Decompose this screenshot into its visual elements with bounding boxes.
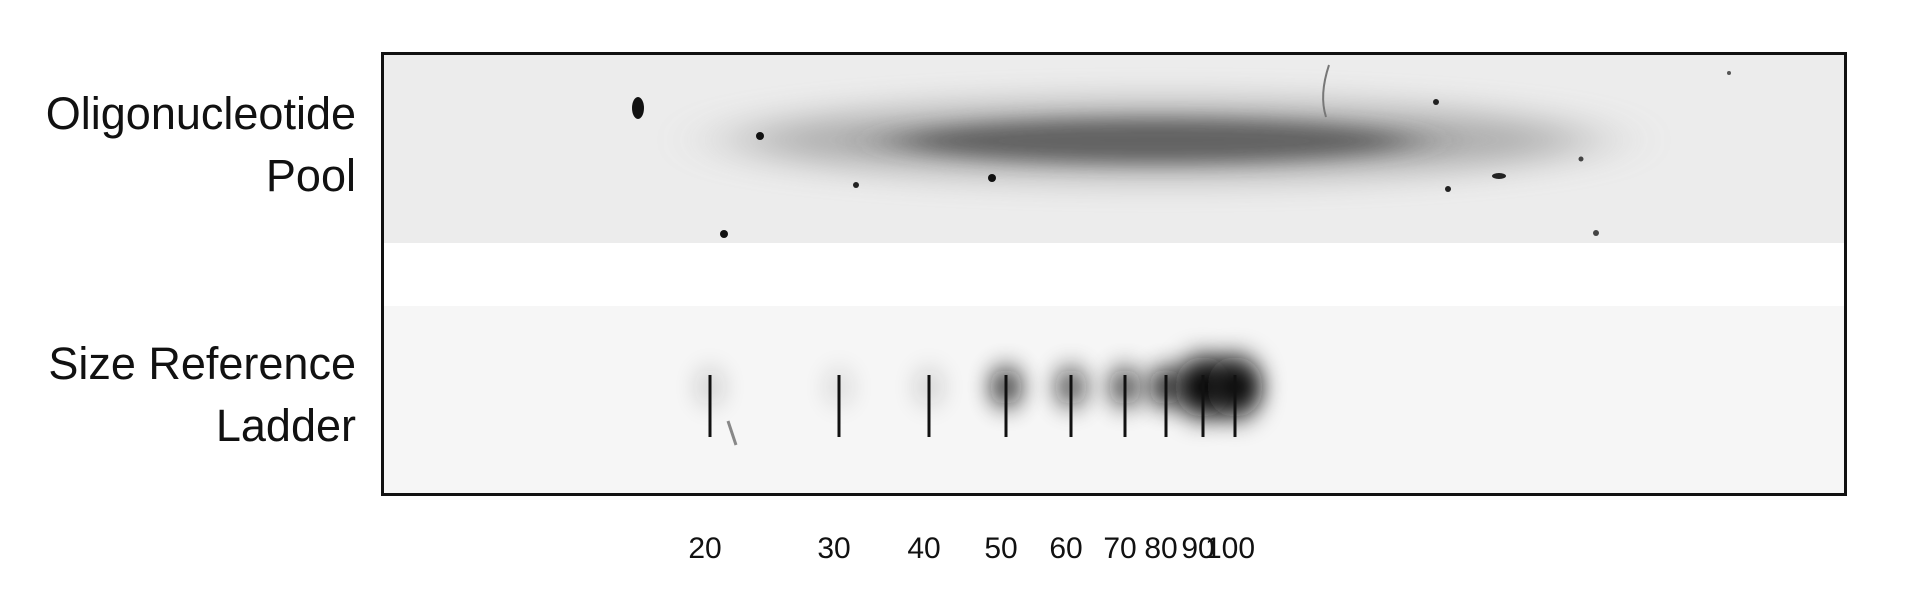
ladder-tick-label-100: 100 xyxy=(1204,532,1256,565)
ladder-tick-label-40: 40 xyxy=(907,532,941,565)
ladder-tick-label-30: 30 xyxy=(817,532,851,565)
dust-speck xyxy=(1445,186,1451,192)
dust-speck xyxy=(1593,230,1599,236)
lane-label-oligonucleotide-pool: Oligonucleotide Pool xyxy=(46,83,356,207)
lane-label-line: Oligonucleotide xyxy=(45,88,356,139)
ladder-tick-label-20: 20 xyxy=(688,532,722,565)
gel-svg xyxy=(384,55,1844,493)
dust-speck xyxy=(988,174,996,182)
dust-speck xyxy=(1433,99,1439,105)
ladder-tick-label-80: 80 xyxy=(1144,532,1178,565)
ladder-tick-label-90: 90 xyxy=(1181,532,1215,565)
ladder-tick-label-60: 60 xyxy=(1049,532,1083,565)
dust-speck xyxy=(1578,156,1584,162)
ladder-bands xyxy=(693,357,1263,417)
lane-label-line: Ladder xyxy=(215,400,356,451)
ladder-ticks xyxy=(708,375,1237,437)
dust-speck xyxy=(1727,71,1731,75)
dust-speck xyxy=(720,230,728,238)
oligo-smear-core xyxy=(894,119,1414,163)
dust-speck xyxy=(756,132,764,140)
dust-speck xyxy=(853,182,859,188)
lane-label-line: Pool xyxy=(265,150,356,201)
lane-gap xyxy=(384,243,1844,306)
ladder-tick-label-50: 50 xyxy=(984,532,1018,565)
dust-speck xyxy=(1492,173,1506,179)
gel-image xyxy=(381,52,1847,496)
ladder-tick-label-70: 70 xyxy=(1103,532,1137,565)
lane-label-line: Size Reference xyxy=(48,338,356,389)
gel-scratch xyxy=(726,420,738,446)
dust-speck xyxy=(632,97,644,119)
gel-scratch xyxy=(1322,64,1330,118)
lane-label-size-reference-ladder: Size Reference Ladder xyxy=(48,333,356,457)
